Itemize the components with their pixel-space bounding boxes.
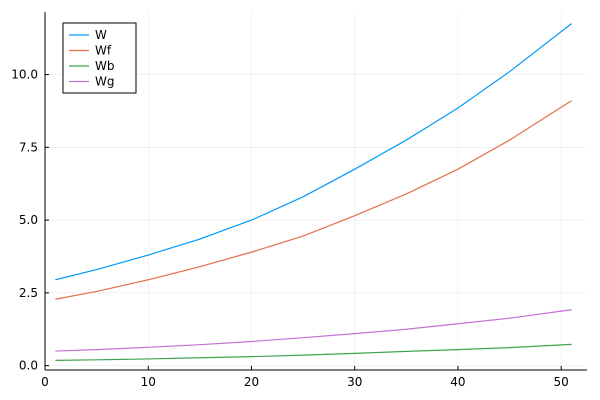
x-tick-label: 0 xyxy=(41,375,49,389)
y-tick-label: 10.0 xyxy=(11,68,38,82)
y-tick-label: 0.0 xyxy=(19,359,38,373)
x-tick-label: 20 xyxy=(244,375,259,389)
legend-label-wg: Wg xyxy=(95,75,114,89)
legend-label-wb: Wb xyxy=(95,59,114,73)
x-tick-label: 50 xyxy=(554,375,569,389)
legend-label-w: W xyxy=(95,28,107,42)
legend-label-wf: Wf xyxy=(95,44,112,58)
series-line-wg xyxy=(55,309,572,352)
tick-labels: 0 10 20 30 40 50 0.0 2.5 5.0 7.5 10.0 xyxy=(11,68,569,389)
x-tick-label: 40 xyxy=(450,375,465,389)
y-tick-label: 2.5 xyxy=(19,286,38,300)
x-tick-label: 30 xyxy=(347,375,362,389)
series-line-wf xyxy=(55,100,572,300)
axes xyxy=(44,12,587,371)
x-tick-label: 10 xyxy=(141,375,156,389)
y-tick-label: 5.0 xyxy=(19,213,38,227)
series-line-wb xyxy=(55,343,572,361)
series-line-w xyxy=(55,23,572,281)
plot-area xyxy=(55,23,572,361)
y-tick-label: 7.5 xyxy=(19,140,38,154)
